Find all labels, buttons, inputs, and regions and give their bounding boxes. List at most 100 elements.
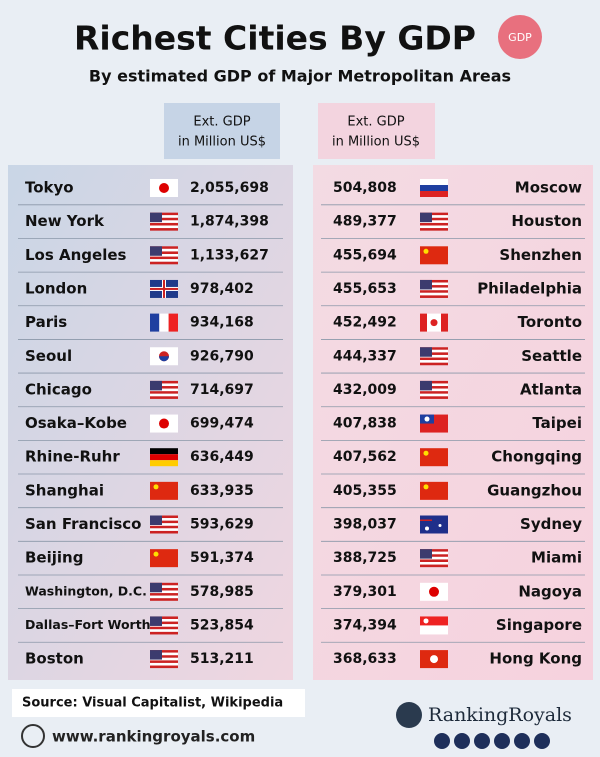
gdp: 368,633 — [333, 651, 397, 667]
flag-part — [150, 616, 178, 620]
flag-part — [420, 287, 448, 291]
gdp: 405,355 — [333, 483, 397, 499]
flag-part — [150, 549, 178, 568]
gdp: 1,874,398 — [190, 214, 269, 230]
city: New York — [25, 212, 105, 230]
flag-part — [150, 523, 178, 526]
flag-part — [420, 549, 432, 559]
flag-part — [150, 616, 162, 626]
flag-part — [150, 460, 178, 467]
flag — [150, 414, 178, 433]
flag-part — [150, 448, 178, 455]
flag — [150, 212, 178, 231]
flag-part — [150, 621, 178, 625]
globe-icon — [21, 724, 45, 748]
flag — [150, 650, 178, 669]
right-panel — [313, 165, 593, 680]
city: Shenzhen — [499, 246, 582, 264]
title: Richest Cities By GDP — [74, 19, 476, 58]
flag-part — [150, 595, 178, 599]
flag-part — [430, 319, 438, 327]
flag-part — [159, 418, 169, 429]
gdp: 388,725 — [333, 550, 397, 566]
flag-part — [430, 655, 438, 664]
city: Miami — [531, 549, 582, 567]
flag-part — [438, 524, 442, 527]
city: Toronto — [518, 313, 582, 331]
flag-part — [150, 525, 178, 529]
gdp: 714,697 — [190, 382, 254, 398]
brand-logo — [396, 702, 422, 728]
gdp: 379,301 — [333, 584, 397, 600]
flag-part — [150, 520, 178, 524]
badge-text: GDP — [508, 31, 532, 44]
flag-part — [150, 530, 178, 534]
flag-part — [420, 360, 448, 363]
source-box — [12, 689, 305, 717]
gdp: 699,474 — [190, 416, 254, 432]
flag-part — [150, 222, 178, 226]
flag-part — [150, 388, 178, 392]
flag-part — [420, 380, 448, 384]
city: Singapore — [496, 616, 582, 634]
flag-part — [150, 582, 162, 593]
flag-part — [420, 549, 448, 552]
flag-part — [150, 383, 178, 387]
city: Tokyo — [25, 179, 74, 197]
flag-part — [150, 593, 178, 596]
flag-part — [150, 259, 178, 262]
flag-part — [150, 619, 178, 622]
city: Osaka–Kobe — [25, 414, 127, 432]
flag-part — [420, 383, 448, 387]
flag-part — [150, 254, 178, 257]
flag-part — [420, 519, 432, 521]
flag-part — [423, 450, 429, 456]
flag-part — [150, 515, 162, 525]
flag-part — [424, 416, 430, 422]
flag-part — [420, 396, 448, 399]
flag-part — [150, 212, 178, 216]
subtitle: By estimated GDP of Major Metropolitan A… — [89, 67, 511, 86]
flag-part — [150, 585, 178, 588]
flag-part — [420, 279, 432, 290]
flag-part — [150, 590, 178, 594]
city: Los Angeles — [25, 246, 127, 264]
gdp: 489,377 — [333, 214, 397, 230]
flag-part — [420, 279, 448, 283]
flag-part — [420, 220, 448, 223]
flag-part — [150, 396, 178, 399]
flag-part — [420, 185, 448, 191]
flag-part — [150, 650, 162, 660]
flag-part — [150, 665, 178, 669]
gdp: 455,653 — [333, 281, 397, 297]
city: Atlanta — [520, 380, 582, 398]
city: Taipei — [532, 414, 582, 432]
gdp: 926,790 — [190, 348, 254, 364]
flag-part — [420, 554, 448, 557]
city: Nagoya — [518, 582, 582, 600]
badge — [498, 15, 542, 59]
flag — [150, 481, 178, 500]
flag — [420, 582, 448, 601]
flag-part — [150, 518, 178, 521]
flag-part — [150, 624, 178, 627]
flag-part — [150, 212, 162, 223]
flag — [420, 179, 448, 197]
flag-part — [420, 215, 448, 218]
flag — [150, 347, 178, 366]
gdp: 513,211 — [190, 651, 254, 667]
flag-part — [150, 528, 178, 531]
flag-part — [420, 481, 448, 500]
right-header: Ext. GDP — [347, 115, 404, 130]
flag-part — [420, 556, 448, 560]
city: London — [25, 279, 87, 297]
flag — [150, 515, 178, 534]
flag-part — [420, 352, 448, 355]
flag-part — [420, 179, 448, 185]
flag-part — [420, 564, 448, 568]
gdp: 633,935 — [190, 483, 254, 499]
flag-part — [420, 212, 448, 216]
flag-part — [150, 626, 178, 630]
flag — [150, 448, 178, 467]
city: Chicago — [25, 380, 92, 398]
